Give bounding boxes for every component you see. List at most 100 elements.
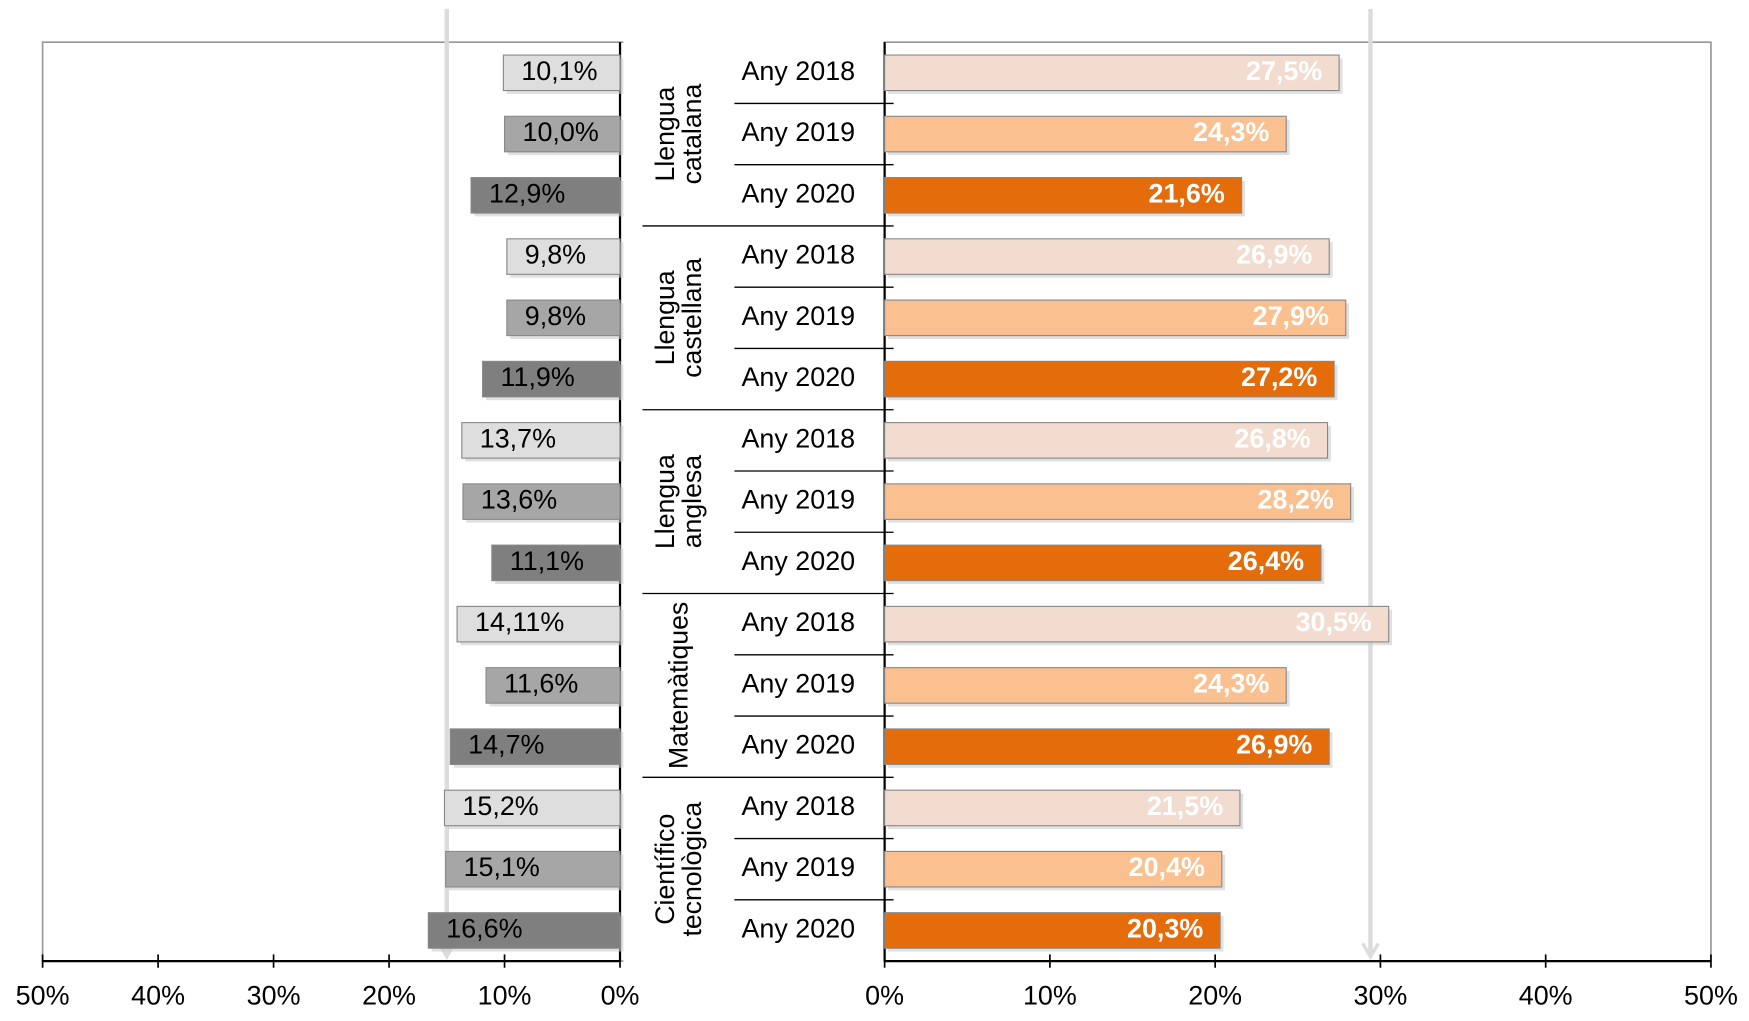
value-label: 26,8%: [1234, 424, 1310, 454]
value-label: 11,9%: [501, 362, 575, 392]
value-label: 14,7%: [468, 730, 544, 760]
bar: [884, 789, 1241, 827]
x-tick-label: 10%: [1023, 981, 1077, 1011]
group-label-line: anglesa: [677, 455, 707, 548]
value-label: 14,11%: [475, 607, 564, 637]
value-label: 27,5%: [1246, 56, 1322, 86]
category-label: Any 2019: [741, 852, 855, 882]
category-label: Any 2018: [741, 56, 855, 86]
value-label: 11,6%: [504, 669, 578, 699]
group-label: Llenguacatalana: [650, 84, 707, 185]
bar: [502, 54, 621, 92]
label-area: [623, 33, 884, 977]
category-label: Any 2018: [741, 240, 855, 270]
category-label: Any 2020: [741, 914, 855, 944]
bar: [884, 544, 1322, 582]
value-label: 15,1%: [464, 852, 540, 882]
group-label-line: castellana: [677, 258, 707, 378]
group-label-line: Matemàtiques: [664, 602, 694, 769]
value-label: 15,2%: [462, 791, 538, 821]
bar: [470, 177, 621, 214]
value-label: 27,9%: [1253, 301, 1329, 331]
value-label: 12,9%: [489, 178, 565, 208]
bar: [491, 544, 621, 582]
x-tick-label: 50%: [16, 981, 70, 1011]
category-label: Any 2019: [741, 117, 855, 147]
x-tick-label: 20%: [1188, 981, 1242, 1011]
category-label: Any 2019: [741, 669, 855, 699]
value-label: 30,5%: [1296, 607, 1372, 637]
x-tick-label: 40%: [131, 981, 185, 1011]
value-label: 24,3%: [1193, 669, 1269, 699]
group-label-line: tecnològica: [677, 802, 707, 937]
group-label-line: catalana: [677, 84, 707, 185]
bar: [884, 728, 1330, 765]
bar: [461, 422, 621, 459]
value-label: 26,4%: [1228, 546, 1304, 576]
group-label: Llenguacastellana: [650, 258, 707, 378]
bar: [884, 177, 1243, 214]
x-tick-label: 0%: [865, 981, 904, 1011]
group-label: Llenguaanglesa: [650, 454, 707, 549]
x-tick-label: 30%: [247, 981, 301, 1011]
value-label: 10,1%: [521, 56, 597, 86]
group-label: Matemàtiques: [664, 602, 694, 769]
value-label: 20,4%: [1129, 852, 1205, 882]
value-label: 16,6%: [446, 914, 522, 944]
category-label: Any 2020: [741, 362, 855, 392]
bar: [884, 299, 1347, 337]
bar: [884, 115, 1287, 153]
bar: [462, 483, 621, 520]
value-label: 10,0%: [522, 117, 598, 147]
bar: [884, 850, 1223, 888]
value-label: 21,5%: [1147, 791, 1223, 821]
x-tick-label: 0%: [601, 981, 640, 1011]
x-tick-label: 50%: [1684, 981, 1738, 1011]
value-label: 9,8%: [525, 240, 586, 270]
value-label: 27,2%: [1241, 362, 1317, 392]
bar: [884, 422, 1329, 459]
bar: [456, 605, 621, 643]
x-tick-label: 40%: [1519, 981, 1573, 1011]
value-label: 28,2%: [1258, 485, 1334, 515]
category-label: Any 2020: [741, 730, 855, 760]
bar: [482, 360, 621, 398]
bar: [506, 238, 621, 275]
category-label: Any 2018: [741, 607, 855, 637]
bar: [884, 483, 1352, 520]
category-label: Any 2020: [741, 546, 855, 576]
value-label: 11,1%: [510, 546, 584, 576]
category-label: Any 2019: [741, 485, 855, 515]
bar: [503, 115, 621, 153]
value-label: 26,9%: [1236, 730, 1312, 760]
x-tick-label: 20%: [362, 981, 416, 1011]
value-label: 13,7%: [480, 424, 556, 454]
bar: [445, 850, 621, 888]
bar: [884, 605, 1390, 643]
category-label: Any 2018: [741, 424, 855, 454]
bar: [884, 238, 1330, 275]
value-label: 20,3%: [1127, 914, 1203, 944]
value-label: 21,6%: [1148, 178, 1224, 208]
bar: [884, 54, 1340, 92]
bar: [485, 667, 621, 704]
bar: [427, 912, 621, 949]
value-label: 26,9%: [1236, 240, 1312, 270]
bar: [506, 299, 621, 337]
bar: [443, 789, 621, 827]
bar: [884, 667, 1287, 704]
plot: 50% 40% 30% 20% 10% 0% 0% 10% 20% 30% 40% 50% 10,1% 1…: [16, 8, 1738, 1011]
category-label: Any 2019: [741, 301, 855, 331]
category-label: Any 2018: [741, 791, 855, 821]
group-label-line: Científico: [650, 814, 680, 925]
group-label-line: Llengua: [650, 454, 680, 549]
value-label: 13,6%: [481, 485, 557, 515]
category-label: Any 2020: [741, 178, 855, 208]
x-tick-label: 10%: [478, 981, 532, 1011]
bar: [449, 728, 621, 765]
group-label-line: Llengua: [650, 270, 680, 365]
x-tick-label: 30%: [1353, 981, 1407, 1011]
group-label-line: Llengua: [650, 87, 680, 182]
value-label: 9,8%: [525, 301, 586, 331]
